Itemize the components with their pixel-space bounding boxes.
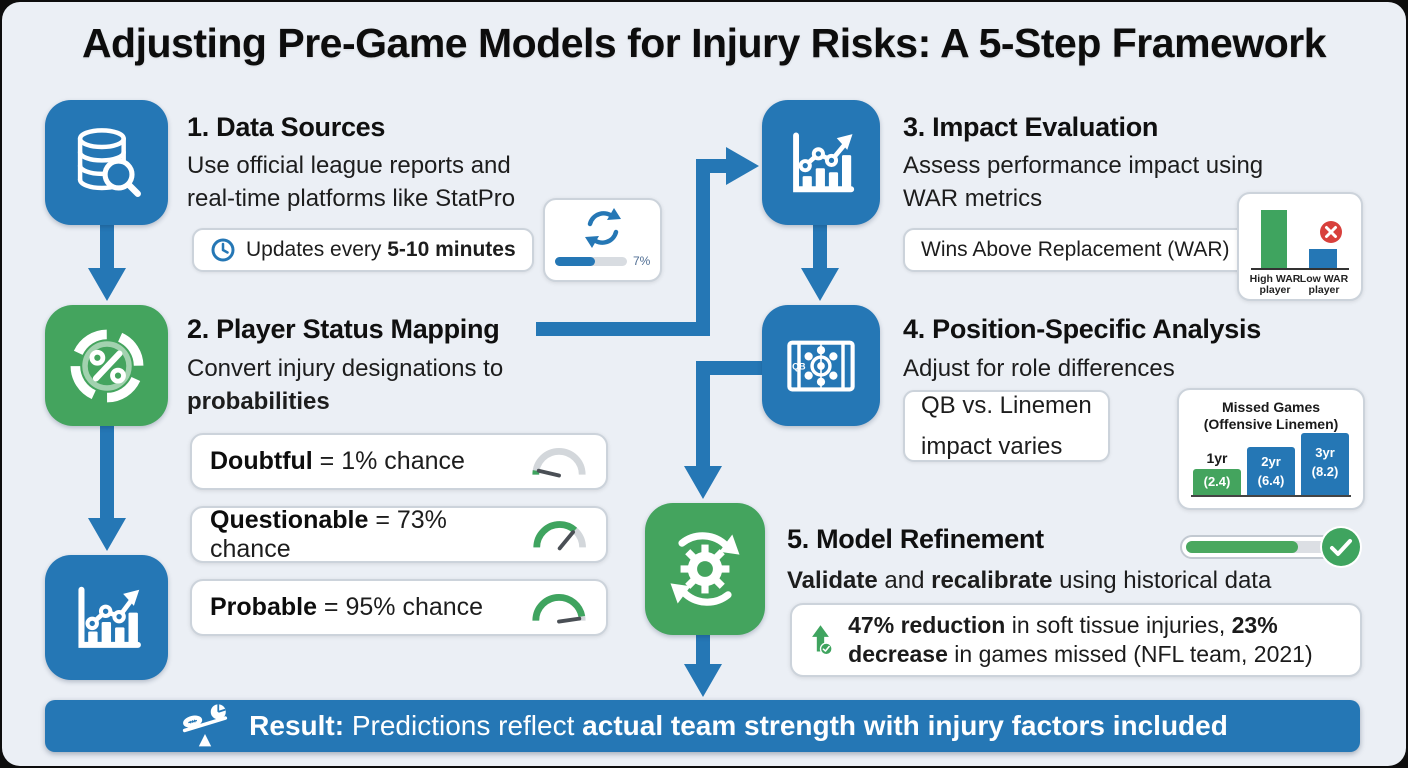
refinement-progress-fill (1186, 541, 1299, 553)
probability-text: Doubtful = 1% chance (210, 447, 465, 475)
clock-icon (211, 238, 235, 262)
update-frequency-badge: Updates every 5-10 minutes (192, 228, 534, 272)
step4-description: Adjust for role differences (903, 355, 1175, 382)
probability-row-doubtful: Doubtful = 1% chance (190, 433, 608, 490)
step3-tile (762, 100, 880, 225)
trend-chart-tile (45, 555, 168, 680)
field-positions-icon: QB (787, 340, 855, 391)
qb-field-label: QB (792, 361, 806, 371)
page-title: Adjusting Pre-Game Models for Injury Ris… (81, 20, 1327, 66)
low-war-bar (1309, 249, 1337, 268)
step2-description: Convert injury designations to probabili… (187, 355, 504, 415)
result-banner-text: Result: Predictions reflect actual team … (249, 710, 1228, 741)
svg-text:Low WAR: Low WAR (1300, 273, 1349, 285)
war-comparison-card: High WAR player Low WAR player (1237, 192, 1363, 301)
svg-text:player: player (1260, 284, 1291, 296)
missed-games-bar: (2.4) (1193, 469, 1241, 495)
gauge-low-icon (532, 447, 586, 477)
gauge-high-icon (532, 593, 586, 623)
connector-step4-step5 (696, 361, 766, 468)
missed-games-title: Missed Games (Offensive Linemen) (1203, 399, 1339, 432)
impact-chart-icon (793, 131, 855, 192)
step2-heading: 2. Player Status Mapping (187, 314, 500, 344)
missed-games-baseline (1191, 495, 1351, 497)
missed-games-bar-label: 1yr (1206, 450, 1228, 466)
missed-games-bar: 3yr (8.2) (1301, 433, 1349, 495)
probability-row-questionable: Questionable = 73% chance (190, 506, 608, 563)
step5-heading: 5. Model Refinement (787, 524, 1044, 554)
probability-row-probable: Probable = 95% chance (190, 579, 608, 636)
war-bar-chart: High WAR player Low WAR player (1250, 210, 1349, 296)
check-circle-icon (1322, 528, 1360, 566)
step3-description: Assess performance impact using WAR metr… (903, 152, 1264, 212)
probability-text: Probable = 95% chance (210, 593, 484, 621)
step1-heading: 1. Data Sources (187, 112, 386, 142)
connector-step2-step3 (536, 159, 728, 336)
step1-tile (45, 100, 168, 225)
results-box: 47% reduction in soft tissue injuries, 2… (790, 603, 1362, 677)
results-text: 47% reduction in soft tissue injuries, 2… (848, 612, 1313, 667)
badge-text: Updates every 5-10 minutes (246, 238, 516, 261)
gauge-mid-icon (533, 520, 586, 550)
missed-games-card: Missed Games (Offensive Linemen) 1yr (2.… (1177, 388, 1365, 510)
war-badge: Wins Above Replacement (WAR) (903, 228, 1248, 272)
step1-description: Use official league reports and real-tim… (187, 152, 516, 212)
sync-progress-track (555, 257, 627, 266)
up-arrow-check-icon (812, 625, 833, 656)
step5-tile (645, 503, 765, 635)
step4-tile: QB (762, 305, 880, 426)
qb-linemen-badge: QB vs. Linemen impact varies (903, 390, 1110, 462)
high-war-bar (1261, 210, 1287, 268)
probability-text: Questionable = 73% chance (210, 505, 447, 563)
missed-games-bar: 2yr (6.4) (1247, 447, 1295, 495)
sync-status-card: 7% (543, 198, 662, 282)
gear-refresh-icon (670, 532, 740, 606)
step4-heading: 4. Position-Specific Analysis (903, 314, 1261, 344)
sync-progress-fill (555, 257, 595, 266)
step2-tile (45, 305, 168, 426)
bar-trend-chart-icon (77, 586, 141, 648)
database-search-icon (77, 127, 141, 197)
step3-heading: 3. Impact Evaluation (903, 112, 1159, 142)
svg-text:player: player (1309, 284, 1340, 296)
svg-text:High WAR: High WAR (1250, 273, 1301, 285)
step5-description: Validate and recalibrate using historica… (787, 567, 1272, 594)
percentage-ring-icon (70, 329, 143, 402)
refresh-icon (585, 208, 621, 248)
scale-football-analytics-icon (183, 704, 228, 747)
result-banner: Result: Predictions reflect actual team … (45, 700, 1360, 752)
sync-progress-percent: 7% (633, 254, 651, 268)
